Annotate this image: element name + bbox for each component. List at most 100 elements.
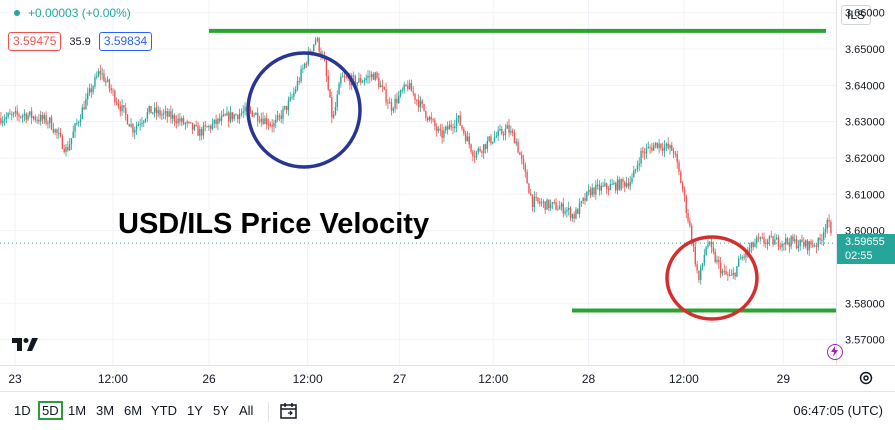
utc-clock[interactable]: 06:47:05 (UTC) — [793, 403, 883, 418]
timeframe-button-5d[interactable]: 5D — [38, 401, 63, 420]
candle-body — [251, 110, 253, 117]
candle-body — [175, 121, 178, 124]
candle-body — [367, 75, 369, 78]
visibility-dot-icon[interactable] — [14, 10, 20, 16]
timeframe-button-ytd[interactable]: YTD — [151, 403, 177, 418]
candle-body — [568, 208, 570, 210]
candle-body — [667, 143, 669, 149]
candle-body — [202, 125, 205, 136]
timeframe-button-1y[interactable]: 1Y — [187, 403, 203, 418]
candle-body — [564, 211, 566, 214]
candle-body — [808, 241, 810, 251]
candle-body — [18, 114, 20, 117]
lightning-icon[interactable] — [827, 344, 843, 360]
candle-body — [67, 147, 69, 151]
candle-body — [497, 130, 499, 136]
price-chart[interactable] — [0, 0, 836, 365]
candle-body — [76, 123, 78, 125]
candle-body — [135, 126, 138, 130]
tradingview-logo-icon[interactable] — [12, 335, 42, 358]
time-tick-label: 12:00 — [97, 372, 128, 386]
candle-body — [785, 238, 787, 245]
time-tick-label: 27 — [392, 372, 407, 386]
timeframe-button-6m[interactable]: 6M — [124, 403, 143, 418]
candle-body — [267, 124, 270, 126]
candle-body — [643, 152, 646, 154]
ask-price[interactable]: 3.59834 — [98, 32, 153, 51]
candle-body — [578, 202, 581, 214]
candle-body — [741, 256, 744, 259]
currency-label[interactable]: ILS — [841, 5, 872, 25]
candle-body — [477, 148, 479, 152]
candle-body — [97, 71, 100, 77]
timeframe-button-3m[interactable]: 3M — [96, 403, 115, 418]
candle-body — [499, 129, 501, 131]
candle-body — [105, 81, 107, 83]
candle-body — [173, 114, 176, 122]
timeframe-button-5y[interactable]: 5Y — [213, 403, 229, 418]
candle-body — [416, 99, 418, 101]
candle-body — [9, 113, 11, 115]
candle-body — [343, 76, 346, 78]
gear-icon[interactable] — [858, 370, 874, 391]
candle-body — [144, 118, 147, 122]
candle-body — [495, 135, 498, 138]
candle-body — [166, 111, 168, 117]
candle-body — [519, 152, 521, 155]
candle-body — [463, 128, 465, 134]
candle-body — [560, 203, 563, 207]
candle-body — [788, 242, 791, 247]
candle-body — [754, 243, 756, 247]
candle-body — [625, 183, 628, 187]
time-axis[interactable]: 23 12:00 26 12:00 27 12:00 28 12:00 29 — [0, 365, 895, 391]
candle-body — [72, 131, 74, 139]
candle-body — [369, 75, 371, 77]
candle-body — [190, 122, 192, 124]
candle-body — [795, 239, 798, 249]
candle-body — [824, 228, 827, 233]
candle-body — [195, 125, 197, 127]
candle-body — [231, 112, 234, 120]
candle-body — [634, 169, 637, 171]
timeframe-button-all[interactable]: All — [239, 403, 254, 418]
candle-body — [200, 129, 203, 136]
candle-body — [255, 112, 257, 115]
candle-body — [475, 151, 478, 158]
candle-body — [30, 111, 33, 119]
candle-body — [417, 100, 420, 108]
candle-body — [790, 236, 792, 247]
candle-body — [656, 142, 659, 148]
chart-area[interactable]: +0.00003 (+0.00%) 3.59475 35.9 3.59834 U… — [0, 0, 836, 365]
candle-body — [381, 85, 384, 87]
candle-body — [587, 189, 590, 192]
candle-body — [680, 171, 682, 184]
candle-body — [709, 242, 711, 245]
candle-body — [92, 86, 94, 93]
candle-body — [126, 114, 129, 125]
candle-body — [627, 183, 630, 187]
timeframe-button-1m[interactable]: 1M — [68, 403, 87, 418]
candle-body — [445, 126, 447, 131]
candle-body — [542, 201, 545, 203]
candle-body — [20, 116, 22, 118]
candle-body — [696, 264, 698, 271]
candle-body — [213, 119, 215, 124]
candle-body — [345, 76, 347, 78]
candle-body — [575, 209, 577, 219]
candle-body — [229, 112, 232, 122]
candle-body — [678, 162, 680, 172]
candle-layer — [0, 36, 832, 285]
candle-body — [620, 179, 622, 190]
candle-body — [674, 153, 677, 155]
candle-body — [506, 125, 508, 129]
candle-body — [689, 220, 691, 226]
calendar-range-icon[interactable] — [279, 402, 299, 425]
candle-body — [723, 270, 725, 272]
timeframe-button-1d[interactable]: 1D — [14, 403, 31, 418]
candle-body — [493, 137, 496, 142]
candle-body — [651, 147, 653, 151]
candle-body — [501, 129, 503, 134]
candle-body — [777, 237, 780, 247]
price-scale[interactable]: ILS 3.66000 3.65000 3.64000 3.63000 3.62000 3… — [827, 0, 895, 365]
bid-price[interactable]: 3.59475 — [8, 32, 62, 51]
